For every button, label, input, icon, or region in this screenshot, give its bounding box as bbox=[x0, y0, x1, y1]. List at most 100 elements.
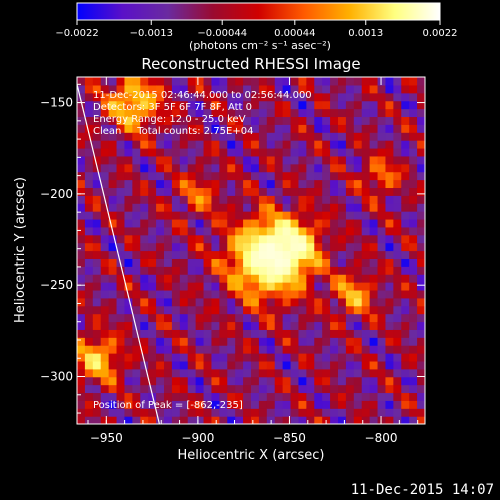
heatmap-cell bbox=[361, 345, 371, 354]
heatmap-cell bbox=[195, 140, 205, 149]
heatmap-cell bbox=[258, 400, 268, 409]
heatmap-cell bbox=[393, 266, 402, 275]
heatmap-cell bbox=[179, 124, 189, 133]
heatmap-cell bbox=[369, 100, 379, 110]
heatmap-cell bbox=[345, 266, 355, 275]
heatmap-cell bbox=[203, 100, 213, 110]
heatmap-cell bbox=[282, 226, 292, 236]
heatmap-cell bbox=[92, 384, 102, 394]
heatmap-cell bbox=[235, 195, 244, 204]
heatmap-cell bbox=[306, 345, 315, 354]
heatmap-cell bbox=[417, 132, 425, 141]
heatmap-cell bbox=[369, 282, 379, 291]
heatmap-cell bbox=[211, 108, 220, 118]
heatmap-cell bbox=[203, 408, 213, 417]
heatmap-cell bbox=[219, 392, 228, 401]
heatmap-cell bbox=[409, 100, 418, 110]
heatmap-cell bbox=[290, 84, 300, 94]
heatmap-cell bbox=[140, 84, 149, 94]
heatmap-cell bbox=[377, 416, 387, 424]
heatmap-cell bbox=[108, 77, 118, 86]
heatmap-cell bbox=[227, 360, 236, 370]
heatmap-cell bbox=[92, 77, 102, 86]
heatmap-cell bbox=[84, 124, 94, 133]
heatmap-cell bbox=[393, 337, 402, 346]
heatmap-cell bbox=[187, 100, 197, 110]
heatmap-cell bbox=[298, 258, 307, 267]
heatmap-cell bbox=[298, 124, 307, 133]
heatmap-cell bbox=[219, 282, 228, 291]
heatmap-cell bbox=[132, 360, 141, 370]
heatmap-cell bbox=[361, 163, 371, 173]
heatmap-cell bbox=[156, 242, 165, 252]
heatmap-cell bbox=[417, 250, 425, 259]
heatmap-cell bbox=[124, 242, 133, 252]
heatmap-cell bbox=[290, 337, 300, 346]
heatmap-cell bbox=[243, 155, 252, 165]
heatmap-cell bbox=[266, 163, 276, 173]
heatmap-cell bbox=[227, 297, 236, 307]
heatmap-cell bbox=[219, 329, 228, 338]
heatmap-cell bbox=[274, 179, 284, 189]
heatmap-cell bbox=[377, 195, 387, 204]
heatmap-cell bbox=[298, 368, 307, 378]
heatmap-cell bbox=[243, 108, 252, 118]
heatmap-cell bbox=[322, 163, 331, 173]
heatmap-cell bbox=[345, 155, 355, 165]
heatmap-cell bbox=[156, 282, 165, 291]
heatmap-cell bbox=[100, 305, 110, 315]
heatmap-cell bbox=[219, 187, 228, 196]
heatmap-cell bbox=[227, 147, 236, 157]
heatmap-cell bbox=[338, 218, 347, 228]
heatmap-cell bbox=[100, 313, 110, 323]
heatmap-cell bbox=[322, 171, 331, 181]
heatmap-cell bbox=[124, 250, 133, 259]
heatmap-cell bbox=[274, 77, 284, 86]
heatmap-cell bbox=[401, 282, 410, 291]
heatmap-cell bbox=[393, 234, 402, 244]
heatmap-cell bbox=[100, 116, 110, 125]
heatmap-cell bbox=[322, 368, 331, 378]
heatmap-cell bbox=[314, 368, 323, 378]
heatmap-cell bbox=[361, 376, 371, 386]
heatmap-cell bbox=[100, 416, 110, 424]
heatmap-cell bbox=[385, 376, 394, 386]
heatmap-cell bbox=[290, 289, 300, 299]
heatmap-cell bbox=[171, 171, 181, 181]
heatmap-cell bbox=[203, 147, 213, 157]
heatmap-cell bbox=[361, 100, 371, 110]
heatmap-cell bbox=[171, 258, 181, 267]
heatmap-cell bbox=[361, 195, 371, 204]
heatmap-cell bbox=[314, 400, 323, 409]
heatmap-cell bbox=[92, 408, 102, 417]
heatmap-cell bbox=[377, 329, 387, 338]
heatmap-cell bbox=[377, 345, 387, 354]
heatmap-cell bbox=[243, 274, 252, 283]
heatmap-cell bbox=[345, 250, 355, 259]
heatmap-cell bbox=[179, 179, 189, 189]
heatmap-cell bbox=[108, 337, 118, 346]
heatmap-cell bbox=[132, 203, 141, 212]
heatmap-cell bbox=[211, 211, 220, 220]
heatmap-cell bbox=[100, 211, 110, 220]
heatmap-cell bbox=[322, 321, 331, 330]
heatmap-cell bbox=[187, 187, 197, 196]
heatmap-cell bbox=[203, 163, 213, 173]
heatmap-cell bbox=[140, 250, 149, 259]
heatmap-cell bbox=[100, 77, 110, 86]
heatmap-cell bbox=[338, 187, 347, 196]
heatmap-cell bbox=[298, 100, 307, 110]
heatmap-cell bbox=[409, 147, 418, 157]
heatmap-cell bbox=[266, 274, 276, 283]
heatmap-cell bbox=[219, 108, 228, 118]
heatmap-cell bbox=[385, 408, 394, 417]
heatmap-cell bbox=[385, 242, 394, 252]
heatmap-cell bbox=[77, 218, 86, 228]
heatmap-cell bbox=[409, 203, 418, 212]
heatmap-cell bbox=[393, 353, 402, 362]
heatmap-cell bbox=[361, 329, 371, 338]
heatmap-cell bbox=[330, 147, 339, 157]
heatmap-cell bbox=[345, 297, 355, 307]
heatmap-cell bbox=[377, 400, 387, 409]
heatmap-cell bbox=[290, 297, 300, 307]
